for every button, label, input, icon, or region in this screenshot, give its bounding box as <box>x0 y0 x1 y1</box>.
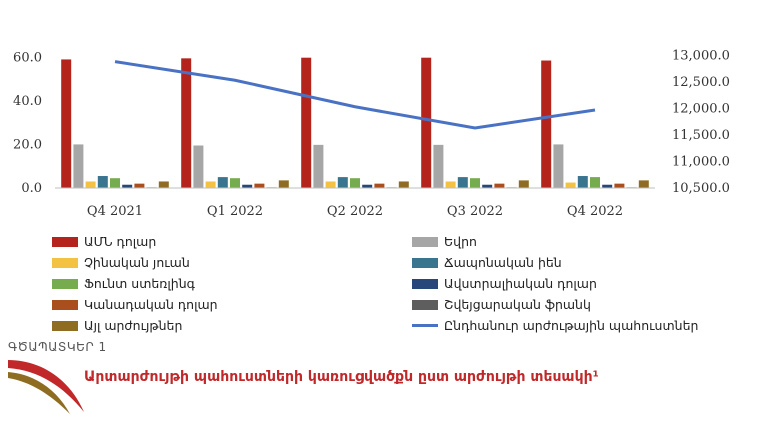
bar <box>110 178 120 188</box>
bar <box>482 184 493 188</box>
bar <box>445 181 456 188</box>
legend-item: Չինական յուան <box>52 253 412 272</box>
bar <box>73 144 84 188</box>
legend-swatch <box>52 278 78 289</box>
bar <box>638 180 649 188</box>
legend-item: Այլ արժույթներ <box>52 316 412 335</box>
legend-item: Ֆունտ ստեռլինգ <box>52 274 412 293</box>
bar <box>541 60 552 189</box>
figure-title: Արտարժույթի պահուստների կառուցվածքն ըստ … <box>84 369 599 385</box>
legend-item: Եվրո <box>412 232 742 251</box>
legend-item: Ավստրալիական դոլար <box>412 274 742 293</box>
legend-swatch <box>412 257 438 268</box>
legend-swatch <box>52 236 78 247</box>
left-tick-label: 60.0 <box>13 50 42 65</box>
category-label: Q1 2022 <box>207 204 263 219</box>
legend-swatch <box>412 324 438 327</box>
category-label: Q2 2022 <box>327 204 383 219</box>
category-label: Q4 2022 <box>567 204 623 219</box>
legend-label: Ընդհանուր արժութային պահուստներ <box>444 318 699 333</box>
bar <box>313 144 324 188</box>
left-axis-ticks: 0.0 20.0 40.0 60.0 <box>13 50 42 196</box>
left-tick-label: 0.0 <box>21 181 42 196</box>
legend-item: Կանադական դոլար <box>52 295 412 314</box>
legend-item: ԱՄՆ դոլար <box>52 232 412 251</box>
legend-label: Եվրո <box>444 234 477 249</box>
bar <box>350 178 360 188</box>
bars <box>61 57 649 189</box>
legend-item: Ընդհանուր արժութային պահուստներ <box>412 316 742 335</box>
bar <box>230 178 240 188</box>
bar <box>518 180 529 188</box>
legend-swatch <box>52 299 78 310</box>
bar <box>85 181 96 188</box>
legend-label: Ճապոնական իեն <box>444 255 562 270</box>
legend-label: Այլ արժույթներ <box>84 318 183 333</box>
bar <box>122 184 133 188</box>
legend-label: Կանադական դոլար <box>84 297 218 312</box>
line-series-path <box>114 60 596 130</box>
bar <box>217 177 228 188</box>
right-tick-label: 11,000.0 <box>672 154 730 169</box>
legend-label: Ֆունտ ստեռլինգ <box>84 276 195 291</box>
right-tick-label: 13,000.0 <box>672 48 730 63</box>
legend-swatch <box>412 299 438 310</box>
bar <box>602 184 613 188</box>
bar <box>242 184 253 188</box>
bar <box>590 177 600 188</box>
bar <box>97 176 108 188</box>
bar <box>421 57 432 189</box>
category-labels: Q4 2021 Q1 2022 Q2 2022 Q3 2022 Q4 2022 <box>87 204 623 219</box>
total-reserves-line <box>114 60 596 130</box>
legend-swatch <box>52 257 78 268</box>
bar <box>254 183 265 188</box>
legend-swatch <box>412 236 438 247</box>
bar <box>181 58 192 188</box>
bar <box>325 181 336 188</box>
right-tick-label: 12,500.0 <box>672 75 730 90</box>
bar <box>470 178 480 188</box>
bar <box>565 182 576 188</box>
legend-item: Ճապոնական իեն <box>412 253 742 272</box>
legend-label: ԱՄՆ դոլար <box>84 234 157 249</box>
bar <box>205 181 216 188</box>
legend-label: Չինական յուան <box>84 255 190 270</box>
bar <box>577 176 588 188</box>
bar <box>553 144 564 188</box>
bar <box>494 183 505 188</box>
bar <box>362 184 373 188</box>
legend-label: Շվեյցարական ֆրանկ <box>444 297 591 312</box>
legend-item: Շվեյցարական ֆրանկ <box>412 295 742 314</box>
left-tick-label: 40.0 <box>13 94 42 109</box>
right-tick-label: 12,000.0 <box>672 101 730 116</box>
category-label: Q4 2021 <box>87 204 143 219</box>
legend-swatch <box>52 320 78 331</box>
logo-swoosh-icon <box>8 360 84 414</box>
right-axis-ticks: 10,500.0 11,000.0 11,500.0 12,000.0 12,500.0… <box>672 48 730 196</box>
bar <box>457 177 468 188</box>
legend-swatch <box>412 278 438 289</box>
bar <box>193 145 204 188</box>
right-tick-label: 10,500.0 <box>672 181 730 196</box>
chart: 0.0 20.0 40.0 60.0 10,500.0 11,000.0 11,500.0… <box>13 48 730 219</box>
bar <box>374 183 385 188</box>
bar <box>433 144 444 188</box>
bar <box>337 177 348 188</box>
bar <box>398 181 409 188</box>
bar <box>301 57 312 189</box>
bar <box>158 181 169 188</box>
right-tick-label: 11,500.0 <box>672 128 730 143</box>
legend-label: Ավստրալիական դոլար <box>444 276 597 291</box>
legend: ԱՄՆ դոլար Եվրո Չինական յուան Ճապոնական իեն Ֆ… <box>52 232 742 335</box>
category-label: Q3 2022 <box>447 204 503 219</box>
bar <box>614 183 625 188</box>
figure-label: ԳԾԱՊԱՏԿԵՐ 1 <box>8 340 107 354</box>
bar <box>278 180 289 188</box>
left-tick-label: 20.0 <box>13 137 42 152</box>
bar <box>134 183 145 188</box>
bar <box>61 59 72 189</box>
